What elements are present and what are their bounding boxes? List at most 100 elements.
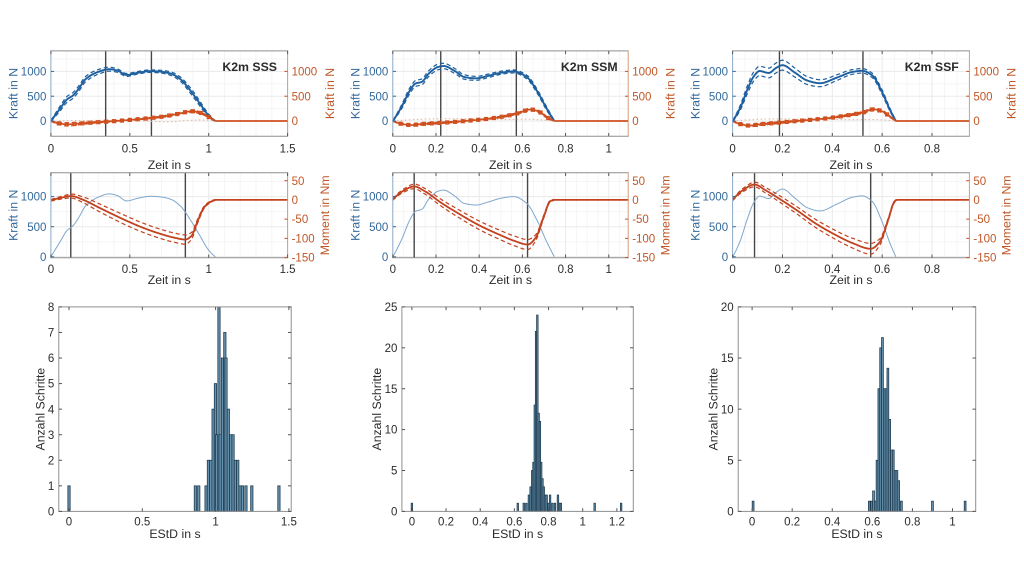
svg-text:0: 0 [40, 252, 46, 264]
svg-text:3: 3 [48, 430, 54, 442]
svg-text:0.4: 0.4 [471, 144, 488, 156]
svg-text:Anzahl Schritte: Anzahl Schritte [370, 368, 384, 451]
svg-text:10: 10 [721, 404, 734, 416]
svg-text:Kraft in N: Kraft in N [349, 68, 363, 119]
svg-text:15: 15 [385, 384, 398, 396]
svg-text:1000: 1000 [703, 67, 729, 79]
svg-text:1: 1 [205, 144, 211, 156]
svg-text:1000: 1000 [363, 192, 389, 204]
svg-text:15: 15 [721, 353, 734, 365]
svg-text:0.6: 0.6 [864, 517, 880, 529]
svg-text:5: 5 [391, 466, 397, 478]
svg-text:0.8: 0.8 [904, 517, 920, 529]
svg-text:1: 1 [949, 517, 955, 529]
svg-text:0.5: 0.5 [134, 517, 150, 529]
svg-text:6: 6 [48, 353, 54, 365]
svg-text:5: 5 [727, 455, 733, 467]
svg-text:0: 0 [48, 264, 54, 276]
svg-text:20: 20 [385, 343, 398, 355]
svg-text:1.5: 1.5 [280, 144, 296, 156]
svg-text:Anzahl Schritte: Anzahl Schritte [33, 368, 47, 451]
svg-text:0.2: 0.2 [438, 517, 454, 529]
svg-text:-50: -50 [292, 214, 309, 226]
svg-text:Zeit in s: Zeit in s [489, 273, 532, 287]
svg-text:0: 0 [382, 252, 388, 264]
svg-text:0: 0 [382, 116, 388, 128]
svg-text:20: 20 [721, 302, 734, 314]
svg-text:8: 8 [48, 302, 54, 314]
svg-text:0.2: 0.2 [784, 517, 800, 529]
svg-text:10: 10 [385, 425, 398, 437]
svg-text:500: 500 [369, 222, 388, 234]
svg-text:1: 1 [579, 517, 585, 529]
svg-text:500: 500 [709, 91, 728, 103]
svg-text:EStD in s: EStD in s [831, 527, 882, 541]
svg-text:1000: 1000 [632, 67, 658, 79]
svg-text:0: 0 [48, 507, 54, 519]
svg-text:2: 2 [48, 455, 54, 467]
svg-text:1: 1 [48, 481, 54, 493]
svg-text:1000: 1000 [973, 67, 999, 79]
svg-text:0.6: 0.6 [506, 517, 522, 529]
svg-text:1000: 1000 [703, 192, 729, 204]
svg-text:EStD in s: EStD in s [492, 527, 543, 541]
svg-text:Kraft in N: Kraft in N [7, 68, 21, 119]
svg-text:1000: 1000 [292, 67, 318, 79]
svg-text:50: 50 [973, 176, 986, 188]
svg-text:K2m SSF: K2m SSF [905, 60, 959, 74]
svg-text:0.8: 0.8 [924, 144, 940, 156]
svg-text:0.4: 0.4 [824, 517, 841, 529]
svg-text:Kraft in N: Kraft in N [1005, 68, 1019, 119]
svg-text:0: 0 [729, 144, 735, 156]
svg-text:0: 0 [749, 517, 755, 529]
svg-text:0.2: 0.2 [774, 144, 790, 156]
svg-text:Anzahl Schritte: Anzahl Schritte [706, 368, 720, 451]
svg-text:Moment in Nm: Moment in Nm [1000, 175, 1014, 255]
svg-text:1: 1 [606, 264, 612, 276]
svg-text:-150: -150 [973, 253, 996, 265]
svg-text:0: 0 [409, 517, 415, 529]
svg-text:K2m SSS: K2m SSS [222, 60, 277, 74]
svg-text:0.5: 0.5 [122, 264, 138, 276]
svg-text:0: 0 [729, 264, 735, 276]
svg-text:50: 50 [292, 176, 305, 188]
svg-text:1000: 1000 [21, 192, 47, 204]
svg-text:-100: -100 [632, 233, 655, 245]
svg-text:0: 0 [727, 507, 733, 519]
svg-text:0.6: 0.6 [874, 144, 890, 156]
svg-text:0.2: 0.2 [428, 144, 444, 156]
svg-text:-50: -50 [973, 214, 990, 226]
svg-text:Zeit in s: Zeit in s [829, 158, 872, 172]
svg-text:500: 500 [292, 91, 311, 103]
svg-text:500: 500 [27, 91, 46, 103]
svg-text:0.2: 0.2 [774, 264, 790, 276]
svg-text:1.5: 1.5 [280, 264, 296, 276]
svg-text:Moment in Nm: Moment in Nm [318, 175, 332, 255]
svg-text:EStD in s: EStD in s [149, 527, 200, 541]
svg-text:0: 0 [40, 116, 46, 128]
svg-text:500: 500 [973, 91, 992, 103]
svg-text:0: 0 [973, 195, 979, 207]
svg-text:50: 50 [632, 176, 645, 188]
svg-text:0: 0 [722, 116, 728, 128]
svg-text:0.6: 0.6 [874, 264, 890, 276]
svg-text:0: 0 [292, 195, 298, 207]
svg-text:Kraft in N: Kraft in N [323, 68, 337, 119]
svg-text:0: 0 [390, 264, 396, 276]
svg-text:1000: 1000 [21, 67, 47, 79]
svg-text:Kraft in N: Kraft in N [688, 190, 702, 241]
svg-text:-150: -150 [632, 253, 655, 265]
svg-text:0: 0 [390, 144, 396, 156]
svg-text:1: 1 [205, 264, 211, 276]
svg-text:0.6: 0.6 [514, 144, 530, 156]
svg-text:1000: 1000 [363, 67, 389, 79]
svg-text:Moment in Nm: Moment in Nm [659, 175, 673, 255]
svg-text:0.8: 0.8 [924, 264, 940, 276]
svg-text:0: 0 [292, 116, 298, 128]
svg-text:0.2: 0.2 [428, 264, 444, 276]
svg-text:25: 25 [385, 302, 398, 314]
svg-text:0.8: 0.8 [558, 264, 574, 276]
svg-text:Kraft in N: Kraft in N [663, 68, 677, 119]
svg-text:0.4: 0.4 [471, 264, 488, 276]
svg-text:0: 0 [66, 517, 72, 529]
